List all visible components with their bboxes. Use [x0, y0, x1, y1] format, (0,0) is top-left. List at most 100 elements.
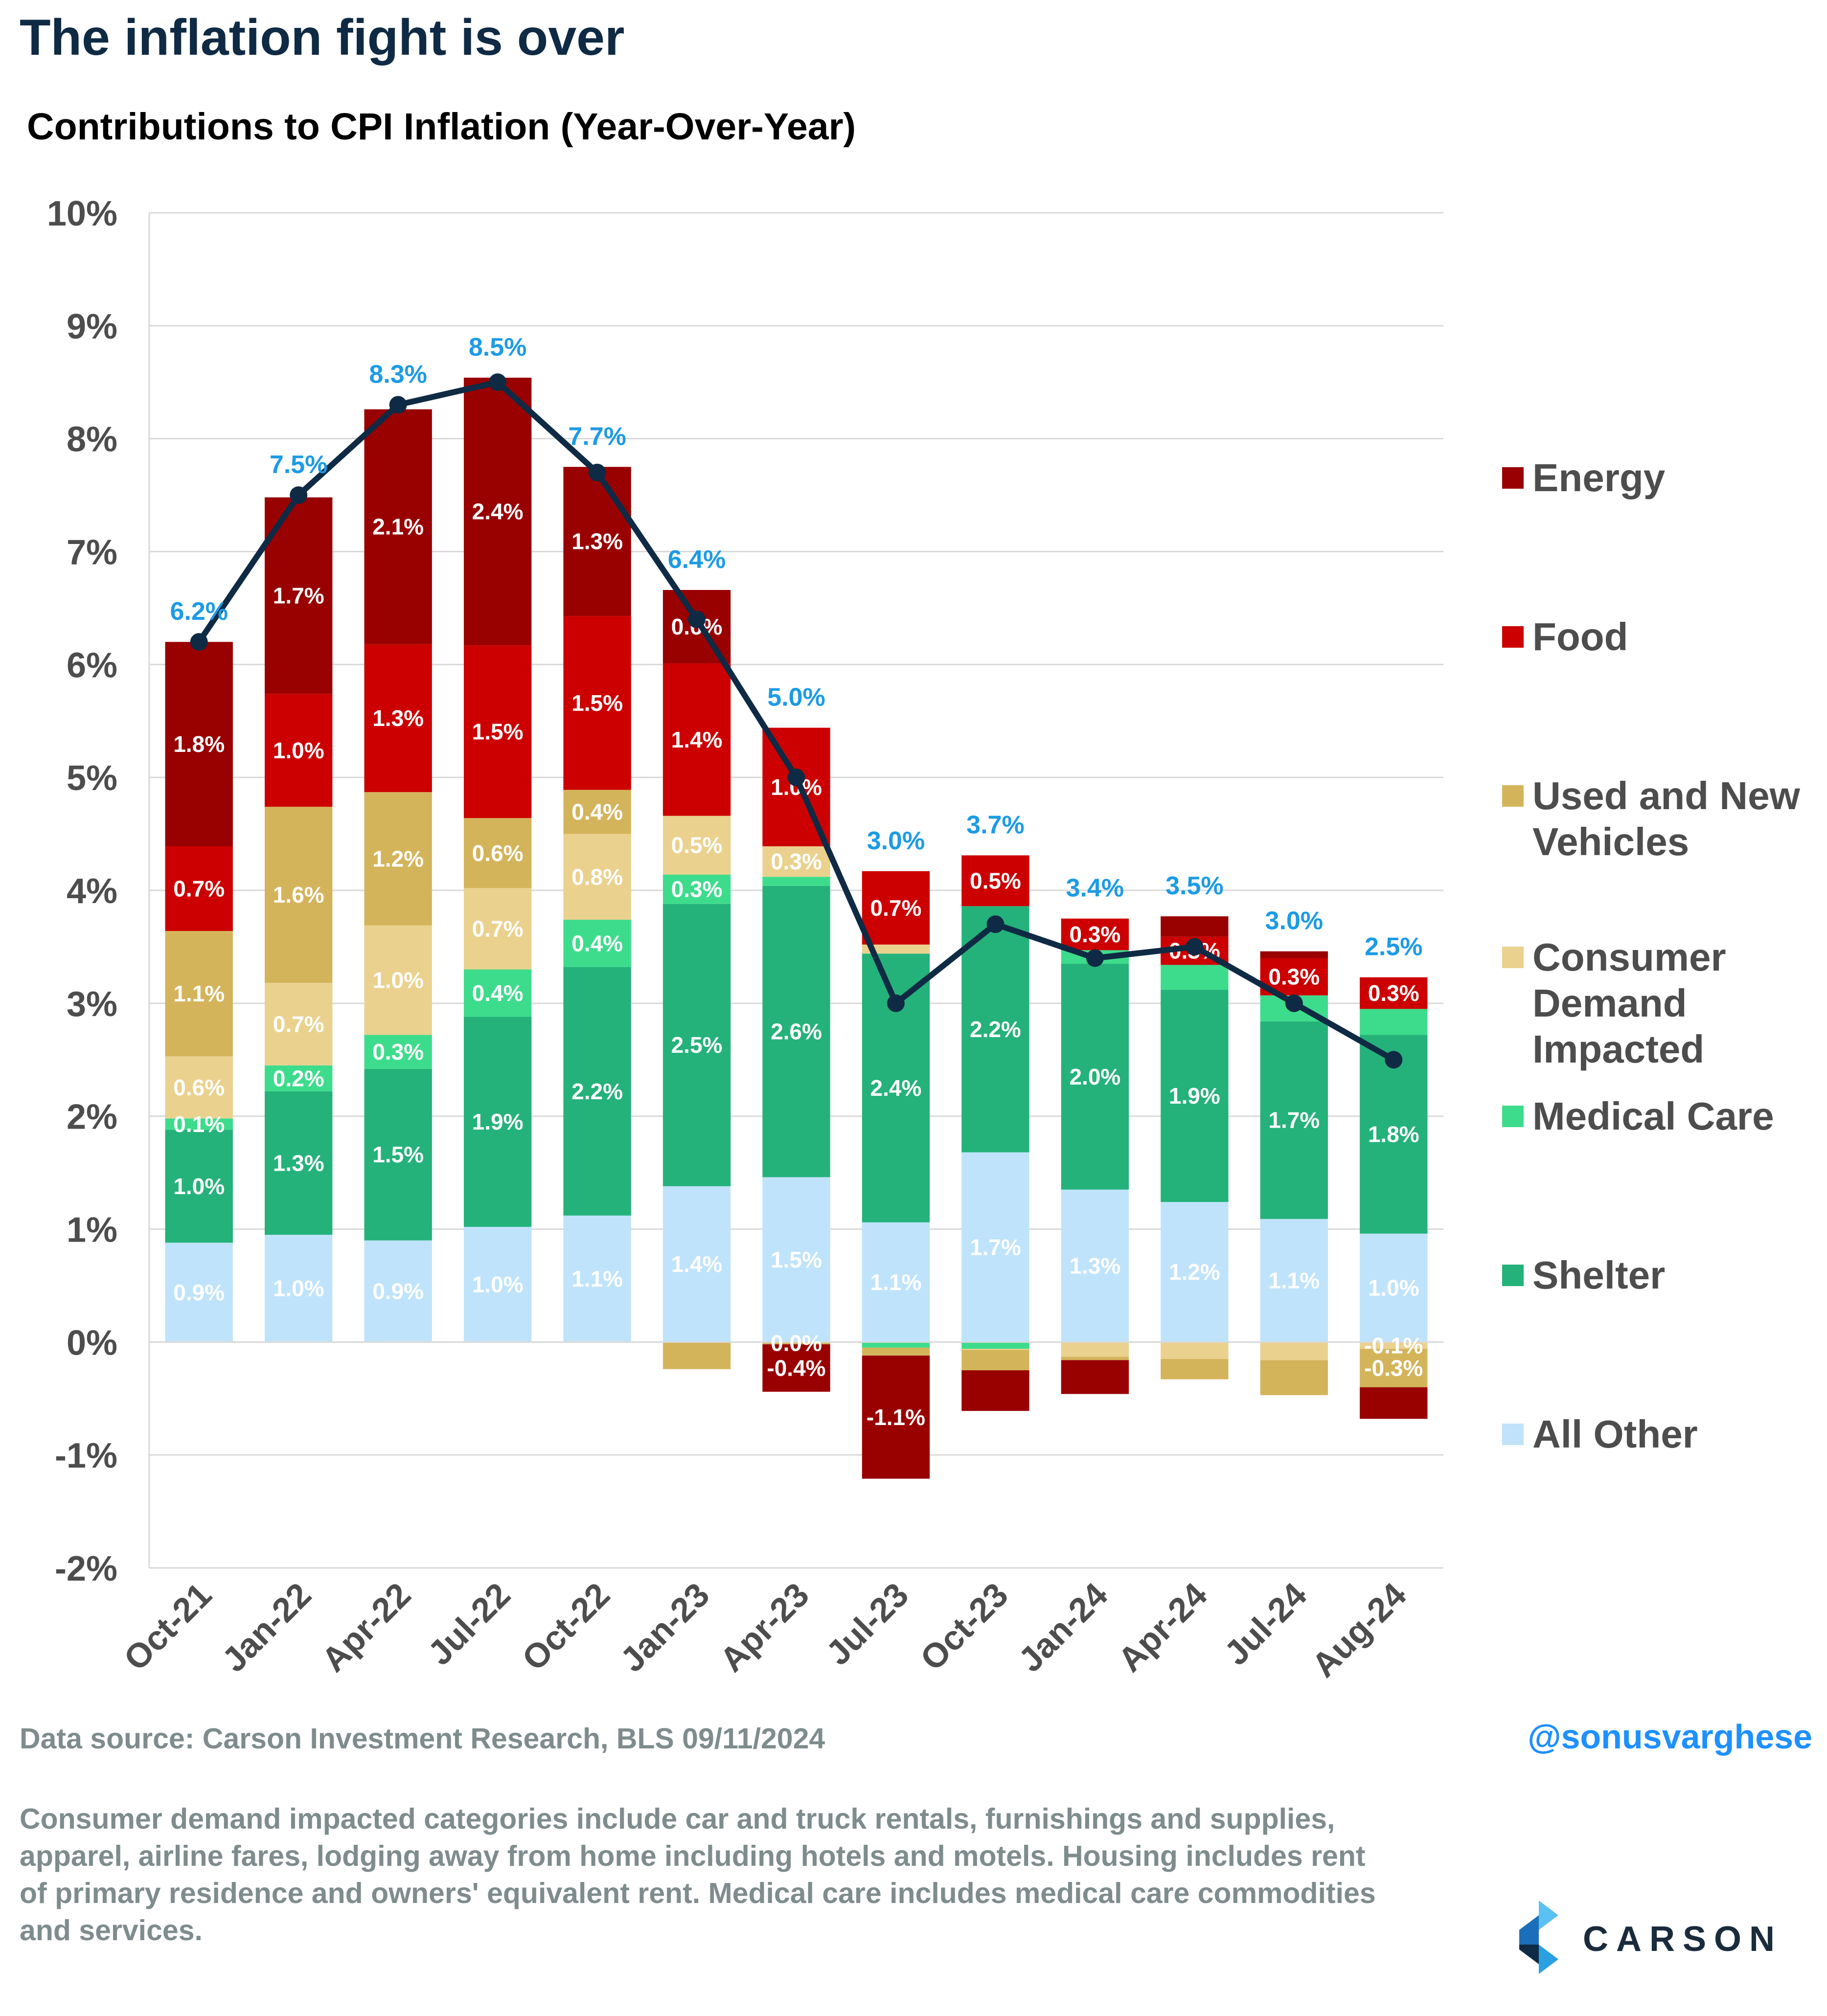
bar-consumer-demand-impacted: [364, 925, 432, 1035]
segment-label: 2.5%: [671, 1032, 723, 1058]
bar-shelter: [265, 1091, 333, 1235]
cpi-point: [1086, 949, 1104, 967]
bar-shelter: [662, 904, 731, 1186]
cpi-point: [190, 633, 208, 651]
segment-label: 2.2%: [571, 1079, 623, 1104]
segment-label: 1.3%: [1069, 1253, 1120, 1279]
legend-swatch: [1502, 1265, 1524, 1286]
segment-label: 1.5%: [372, 1142, 424, 1167]
segment-label: 2.1%: [372, 514, 424, 540]
cpi-point: [489, 373, 507, 391]
author-handle[interactable]: @sonusvarghese: [1528, 1718, 1812, 1756]
legend-swatch: [1502, 467, 1524, 489]
segment-label: -0.4%: [767, 1355, 825, 1381]
bar-medical-care: [563, 920, 631, 967]
carson-logo: CARSON: [1509, 1901, 1813, 1979]
segment-label: 1.7%: [273, 583, 324, 609]
bar-energy: [364, 409, 432, 644]
bar-all-other: [961, 1152, 1029, 1342]
segment-label: 1.3%: [372, 705, 424, 731]
footnote: Consumer demand impacted categories incl…: [20, 1803, 1376, 1947]
segment-label: 2.2%: [970, 1017, 1021, 1042]
bar-used-and-new-vehicles: [364, 792, 432, 926]
bar-used-and-new-vehicles: [265, 807, 333, 983]
segment-label: 1.5%: [571, 690, 623, 716]
cpi-value-label: 8.5%: [469, 333, 527, 362]
legend-label: Energy: [1532, 456, 1666, 499]
bar-shelter: [165, 1130, 233, 1243]
bar-energy: [1061, 1360, 1129, 1394]
bar-food: [662, 663, 731, 816]
bar-energy: [862, 1356, 930, 1479]
bar-shelter: [961, 906, 1029, 1153]
segment-label: 1.9%: [1169, 1083, 1220, 1109]
segment-label: 0.0%: [771, 1331, 822, 1356]
segment-label: 1.8%: [1368, 1122, 1419, 1147]
segment-label: 1.1%: [571, 1266, 623, 1291]
legend-label: Consumer Demand Impacted: [1532, 935, 1726, 1071]
legend-label: Shelter: [1532, 1253, 1666, 1297]
bar-all-other: [1260, 1219, 1328, 1342]
x-tick-label: Jul-24: [1217, 1575, 1314, 1672]
x-tick-label: Apr-22: [314, 1575, 418, 1679]
cpi-value-label: 2.5%: [1365, 933, 1423, 961]
bar-consumer-demand-impacted: [265, 983, 333, 1065]
y-tick-label: -2%: [55, 1549, 117, 1588]
bar-all-other: [662, 1186, 731, 1342]
cpi-point: [389, 396, 407, 414]
bar-used-and-new-vehicles: [463, 818, 532, 888]
bar-all-other: [762, 1177, 830, 1342]
bar-medical-care: [862, 1342, 930, 1348]
bar-energy: [165, 642, 233, 846]
cpi-point: [986, 915, 1005, 933]
bar-consumer-demand-impacted: [563, 834, 631, 920]
segment-label: -1.1%: [867, 1404, 925, 1430]
bar-food: [463, 645, 532, 818]
bar-all-other: [862, 1222, 930, 1342]
segment-label: 0.3%: [671, 877, 723, 902]
legend-label: Food: [1532, 615, 1628, 658]
cpi-value-label: 3.0%: [867, 827, 925, 855]
segment-label: 1.1%: [173, 981, 225, 1006]
bar-consumer-demand-impacted: [1061, 1342, 1129, 1357]
bar-energy: [961, 1370, 1029, 1411]
segment-label: 1.3%: [273, 1150, 324, 1176]
cpi-point: [588, 463, 606, 481]
segment-label: 2.4%: [472, 499, 524, 524]
segment-label: 1.8%: [173, 731, 225, 757]
segment-label: 0.7%: [173, 876, 225, 902]
bar-all-other: [364, 1240, 432, 1342]
bar-shelter: [1260, 1021, 1328, 1219]
bar-food: [563, 616, 631, 790]
segment-label: -0.1%: [1364, 1333, 1423, 1358]
segment-label: 1.7%: [1268, 1108, 1320, 1133]
legend-swatch: [1502, 947, 1524, 968]
cpi-point: [787, 769, 805, 787]
cpi-value-label: 3.7%: [966, 811, 1025, 839]
bar-consumer-demand-impacted: [961, 1349, 1029, 1350]
bar-food: [364, 644, 432, 793]
bar-consumer-demand-impacted: [1161, 1342, 1229, 1359]
segment-label: 2.0%: [1069, 1064, 1120, 1089]
cpi-point: [887, 994, 905, 1012]
bar-consumer-demand-impacted: [762, 846, 830, 877]
y-tick-label: 6%: [67, 646, 117, 685]
segment-label: 0.4%: [472, 980, 524, 1006]
segment-label: 0.5%: [970, 868, 1021, 893]
bar-used-and-new-vehicles: [762, 1342, 830, 1344]
segment-label: 0.4%: [571, 799, 623, 825]
y-tick-label: 1%: [67, 1211, 117, 1250]
logo-wordmark: CARSON: [1583, 1920, 1783, 1959]
bar-all-other: [1061, 1189, 1129, 1342]
x-tick-label: Apr-23: [712, 1575, 816, 1679]
segment-label: 0.9%: [173, 1280, 225, 1305]
y-tick-label: 7%: [67, 533, 117, 572]
cpi-value-label: 3.4%: [1066, 874, 1124, 903]
y-tick-label: 5%: [67, 759, 117, 798]
y-tick-label: 0%: [67, 1323, 117, 1362]
chart-subtitle: Contributions to CPI Inflation (Year-Ove…: [27, 106, 856, 148]
bar-shelter: [1161, 990, 1229, 1202]
segment-label: 1.1%: [870, 1269, 922, 1295]
segment-label: 0.2%: [273, 1065, 324, 1091]
bar-all-other: [463, 1226, 532, 1342]
